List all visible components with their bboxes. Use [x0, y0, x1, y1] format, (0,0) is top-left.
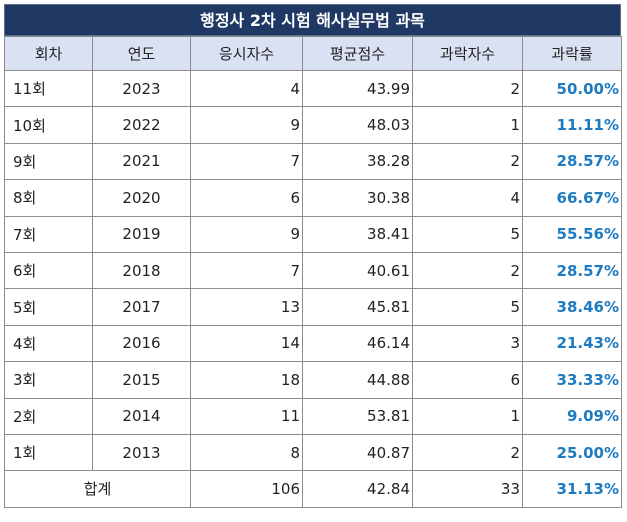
- cell-average-score: 38.28: [302, 142, 413, 181]
- results-table-container: 행정사 2차 시험 해사실무법 과목 회차 연도 응시자수 평균점수 과락자수 …: [4, 4, 622, 508]
- cell-average-score: 45.81: [302, 288, 413, 326]
- cell-fail-rate: 21.43%: [522, 324, 622, 363]
- cell-applicants: 9: [190, 106, 303, 144]
- cell-fail-rate: 55.56%: [522, 215, 622, 253]
- cell-fail-count: 4: [412, 179, 523, 217]
- cell-fail-count: 2: [412, 251, 523, 290]
- cell-fail-count: 2: [412, 69, 523, 108]
- header-row: 회차 연도 응시자수 평균점수 과락자수 과락률: [4, 36, 622, 71]
- cell-fail-rate: 50.00%: [522, 69, 622, 108]
- table-row: 1회 2013 8 40.87 2 25.00%: [4, 433, 622, 472]
- cell-year: 2013: [92, 433, 191, 472]
- cell-fail-count: 3: [412, 324, 523, 363]
- cell-applicants: 11: [190, 397, 303, 435]
- table-row: 8회 2020 6 30.38 4 66.67%: [4, 179, 622, 217]
- cell-fail-count: 1: [412, 397, 523, 435]
- cell-fail-rate: 33.33%: [522, 361, 622, 399]
- cell-fail-rate: 9.09%: [522, 397, 622, 435]
- cell-fail-rate: 66.67%: [522, 179, 622, 217]
- cell-applicants: 13: [190, 288, 303, 326]
- table-row: 3회 2015 18 44.88 6 33.33%: [4, 361, 622, 399]
- cell-fail-count: 6: [412, 361, 523, 399]
- cell-average-score: 43.99: [302, 69, 413, 108]
- header-average-score: 평균점수: [302, 36, 413, 71]
- table-row: 10회 2022 9 48.03 1 11.11%: [4, 106, 622, 144]
- cell-fail-count: 5: [412, 288, 523, 326]
- table-row: 11회 2023 4 43.99 2 50.00%: [4, 69, 622, 108]
- cell-round: 5회: [4, 288, 93, 326]
- cell-applicants: 4: [190, 69, 303, 108]
- cell-year: 2021: [92, 142, 191, 181]
- cell-year: 2023: [92, 69, 191, 108]
- cell-round: 10회: [4, 106, 93, 144]
- cell-fail-rate: 38.46%: [522, 288, 622, 326]
- table-row: 2회 2014 11 53.81 1 9.09%: [4, 397, 622, 435]
- cell-year: 2014: [92, 397, 191, 435]
- table-row: 6회 2018 7 40.61 2 28.57%: [4, 251, 622, 290]
- cell-average-score: 40.61: [302, 251, 413, 290]
- cell-applicants: 7: [190, 142, 303, 181]
- total-applicants: 106: [190, 470, 303, 508]
- cell-fail-rate: 28.57%: [522, 251, 622, 290]
- cell-fail-count: 5: [412, 215, 523, 253]
- cell-applicants: 9: [190, 215, 303, 253]
- cell-applicants: 7: [190, 251, 303, 290]
- total-fail-rate: 31.13%: [522, 470, 622, 508]
- table-row: 9회 2021 7 38.28 2 28.57%: [4, 142, 622, 181]
- header-round: 회차: [4, 36, 93, 71]
- header-fail-count: 과락자수: [412, 36, 523, 71]
- header-year: 연도: [92, 36, 191, 71]
- cell-round: 7회: [4, 215, 93, 253]
- cell-fail-count: 2: [412, 433, 523, 472]
- cell-fail-count: 2: [412, 142, 523, 181]
- cell-year: 2022: [92, 106, 191, 144]
- header-fail-rate: 과락률: [522, 36, 622, 71]
- cell-round: 8회: [4, 179, 93, 217]
- cell-round: 1회: [4, 433, 93, 472]
- cell-average-score: 30.38: [302, 179, 413, 217]
- cell-round: 3회: [4, 361, 93, 399]
- cell-applicants: 8: [190, 433, 303, 472]
- table-row: 7회 2019 9 38.41 5 55.56%: [4, 215, 622, 253]
- cell-round: 11회: [4, 69, 93, 108]
- exam-results-table: 회차 연도 응시자수 평균점수 과락자수 과락률 11회 2023 4 43.99 2 5…: [4, 36, 622, 508]
- cell-round: 9회: [4, 142, 93, 181]
- total-label: 합계: [4, 470, 191, 508]
- total-fail-count: 33: [412, 470, 523, 508]
- cell-year: 2019: [92, 215, 191, 253]
- cell-average-score: 46.14: [302, 324, 413, 363]
- cell-year: 2018: [92, 251, 191, 290]
- cell-average-score: 53.81: [302, 397, 413, 435]
- cell-year: 2015: [92, 361, 191, 399]
- cell-fail-rate: 28.57%: [522, 142, 622, 181]
- cell-average-score: 48.03: [302, 106, 413, 144]
- cell-average-score: 38.41: [302, 215, 413, 253]
- table-row: 5회 2017 13 45.81 5 38.46%: [4, 288, 622, 326]
- cell-year: 2016: [92, 324, 191, 363]
- cell-fail-rate: 11.11%: [522, 106, 622, 144]
- cell-round: 6회: [4, 251, 93, 290]
- cell-round: 4회: [4, 324, 93, 363]
- cell-year: 2017: [92, 288, 191, 326]
- cell-round: 2회: [4, 397, 93, 435]
- cell-applicants: 18: [190, 361, 303, 399]
- cell-year: 2020: [92, 179, 191, 217]
- cell-applicants: 6: [190, 179, 303, 217]
- total-average: 42.84: [302, 470, 413, 508]
- table-row: 4회 2016 14 46.14 3 21.43%: [4, 324, 622, 363]
- cell-fail-count: 1: [412, 106, 523, 144]
- header-applicants: 응시자수: [190, 36, 303, 71]
- cell-average-score: 40.87: [302, 433, 413, 472]
- total-row: 합계 106 42.84 33 31.13%: [4, 470, 622, 508]
- table-title: 행정사 2차 시험 해사실무법 과목: [4, 4, 621, 36]
- cell-fail-rate: 25.00%: [522, 433, 622, 472]
- cell-average-score: 44.88: [302, 361, 413, 399]
- cell-applicants: 14: [190, 324, 303, 363]
